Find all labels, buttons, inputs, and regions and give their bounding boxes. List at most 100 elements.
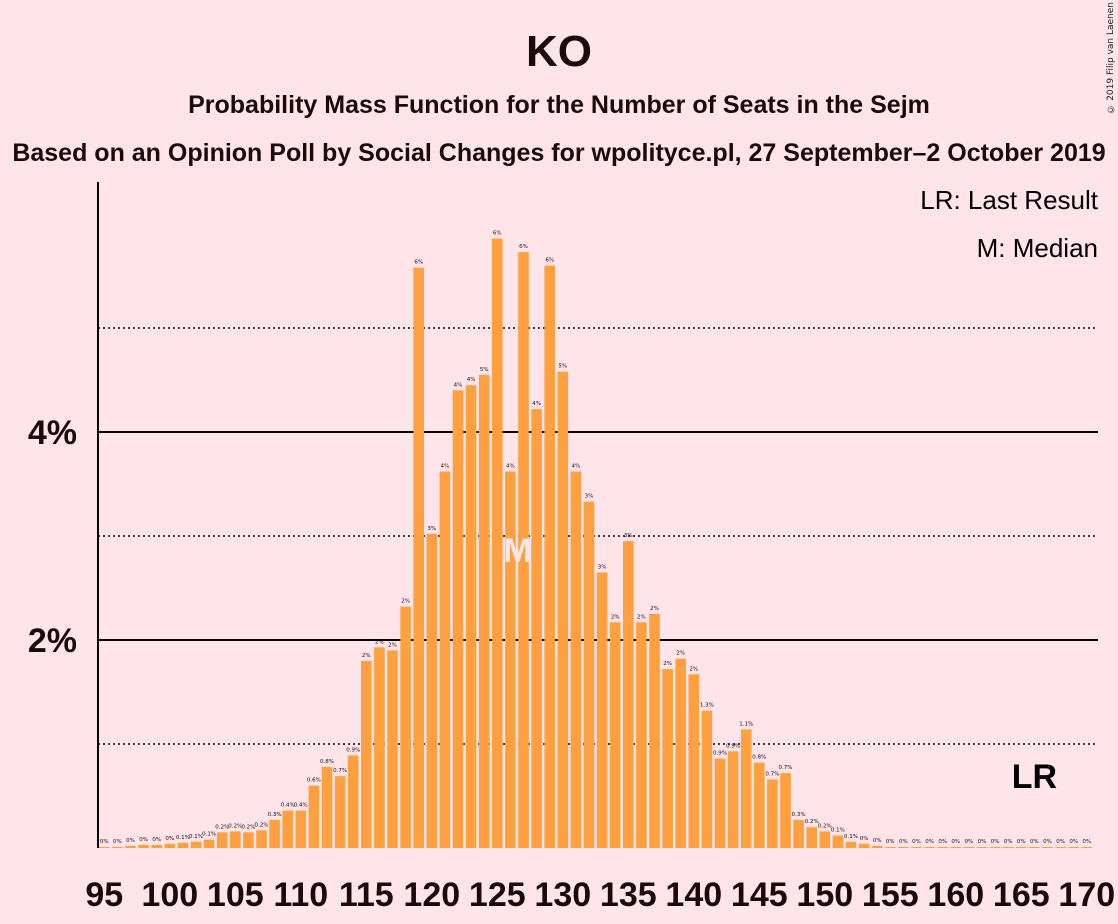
bar-seat-102 bbox=[190, 841, 202, 848]
bar-seat-137 bbox=[649, 614, 660, 848]
bar-label-seat-167: 0% bbox=[1043, 839, 1052, 845]
bar-seat-144 bbox=[740, 729, 752, 848]
legend-median: M: Median bbox=[977, 233, 1098, 263]
bar-seat-113 bbox=[334, 776, 346, 848]
bar-seat-153 bbox=[858, 843, 870, 848]
median-marker: M bbox=[503, 532, 531, 570]
bar-label-seat-104: 0.2% bbox=[215, 824, 229, 830]
bar-seat-110 bbox=[295, 810, 307, 848]
bar-value-labels: 0% 0% 0% 0% 0% 0% 0.1% 0.1% 0.1%0.2% 0.2% 0.2% 0.2%… bbox=[100, 231, 1091, 845]
chart-source-line: Based on an Opinion Poll by Social Chang… bbox=[12, 139, 1105, 167]
bar-label-seat-170: 0% bbox=[1082, 839, 1091, 845]
bar-seat-96 bbox=[112, 847, 123, 848]
bar-seat-138 bbox=[662, 669, 673, 848]
bar-seat-145 bbox=[754, 762, 765, 848]
bar-label-seat-157: 0% bbox=[912, 839, 921, 845]
bar-label-seat-123: 4% bbox=[467, 377, 476, 383]
bar-seat-119 bbox=[413, 267, 424, 848]
bar-label-seat-142: 0.9% bbox=[713, 751, 727, 757]
bar-label-seat-113: 0.7% bbox=[333, 768, 347, 774]
bar-seat-152 bbox=[845, 841, 857, 848]
bar-seat-108 bbox=[269, 819, 280, 848]
x-tick-label: 130 bbox=[534, 876, 591, 914]
bar-seat-134 bbox=[609, 622, 621, 848]
x-tick-label: 125 bbox=[469, 876, 526, 914]
bar-label-seat-96: 0% bbox=[113, 839, 122, 845]
bar-seat-133 bbox=[596, 572, 608, 848]
bar-seat-156 bbox=[898, 847, 909, 848]
y-tick-label: 4% bbox=[28, 414, 77, 452]
bar-seat-123 bbox=[465, 385, 477, 848]
bar-label-seat-156: 0% bbox=[899, 839, 908, 845]
bar-label-seat-122: 4% bbox=[454, 382, 463, 388]
bar-seat-124 bbox=[478, 374, 490, 848]
bar-label-seat-130: 5% bbox=[558, 364, 567, 370]
legend-last-result: LR: Last Result bbox=[920, 185, 1099, 215]
bar-label-seat-127: 6% bbox=[519, 244, 528, 250]
bar-label-seat-105: 0.2% bbox=[228, 823, 242, 829]
bar-seat-143 bbox=[727, 751, 739, 848]
bar-label-seat-136: 2% bbox=[637, 614, 646, 620]
bar-label-seat-102: 0.1% bbox=[189, 834, 203, 840]
bar-seat-104 bbox=[216, 832, 228, 848]
bar-label-seat-126: 4% bbox=[506, 464, 515, 470]
bar-label-seat-138: 2% bbox=[663, 661, 672, 667]
bar-seat-148 bbox=[793, 819, 804, 848]
x-tick-label: 95 bbox=[85, 876, 123, 914]
x-tick-label: 155 bbox=[862, 876, 919, 914]
bar-label-seat-165: 0% bbox=[1017, 839, 1026, 845]
x-tick-label: 100 bbox=[141, 876, 198, 914]
bar-seat-136 bbox=[636, 622, 647, 848]
bar-label-seat-119: 6% bbox=[414, 260, 423, 266]
bar-seat-127 bbox=[518, 252, 529, 849]
bar-seat-147 bbox=[780, 773, 791, 848]
bar-label-seat-106: 0.2% bbox=[241, 824, 255, 830]
bar-label-seat-125: 6% bbox=[493, 231, 502, 237]
bar-label-seat-99: 0% bbox=[152, 837, 161, 843]
bar-seat-122 bbox=[452, 390, 464, 848]
bar-seat-169 bbox=[1068, 847, 1079, 848]
bar-label-seat-110: 0.4% bbox=[294, 803, 308, 809]
x-tick-label: 145 bbox=[731, 876, 788, 914]
bars bbox=[99, 238, 1093, 849]
x-tick-labels: 95 100 105 110 115 120 125 130 135 140 145 150 155 16… bbox=[85, 876, 1115, 914]
bar-label-seat-115: 2% bbox=[362, 653, 371, 659]
bar-label-seat-121: 4% bbox=[441, 464, 450, 470]
bar-seat-112 bbox=[321, 766, 333, 848]
last-result-marker: LR bbox=[1012, 758, 1057, 796]
bar-label-seat-145: 0.8% bbox=[752, 755, 766, 761]
x-tick-label: 105 bbox=[207, 876, 264, 914]
bar-label-seat-160: 0% bbox=[951, 839, 960, 845]
bar-label-seat-112: 0.8% bbox=[320, 759, 334, 765]
bar-seat-139 bbox=[675, 658, 686, 848]
bar-seat-157 bbox=[911, 847, 922, 848]
bar-seat-105 bbox=[230, 831, 241, 848]
copyright-note: © 2019 Filip van Laenen bbox=[1106, 2, 1116, 114]
bar-seat-155 bbox=[885, 847, 896, 848]
bar-seat-95 bbox=[99, 847, 110, 848]
bar-seat-114 bbox=[347, 755, 359, 848]
bar-label-seat-135: 3% bbox=[624, 533, 633, 539]
bar-label-seat-151: 0.1% bbox=[831, 828, 845, 834]
bar-label-seat-100: 0% bbox=[165, 836, 174, 842]
x-tick-label: 135 bbox=[600, 876, 657, 914]
bar-seat-142 bbox=[714, 758, 726, 848]
bar-label-seat-141: 1.3% bbox=[700, 703, 714, 709]
bar-label-seat-95: 0% bbox=[100, 839, 109, 845]
bar-label-seat-107: 0.2% bbox=[255, 822, 269, 828]
x-tick-label: 115 bbox=[339, 876, 394, 914]
chart-title: KO bbox=[526, 27, 592, 76]
bar-label-seat-168: 0% bbox=[1056, 839, 1065, 845]
bar-label-seat-139: 2% bbox=[676, 651, 685, 657]
bar-label-seat-143: 0.9% bbox=[726, 743, 740, 749]
bar-seat-106 bbox=[243, 832, 254, 848]
bar-label-seat-140: 2% bbox=[689, 666, 698, 672]
bar-seat-100 bbox=[164, 843, 176, 848]
bar-label-seat-163: 0% bbox=[991, 839, 1000, 845]
bar-label-seat-134: 2% bbox=[611, 614, 620, 620]
bar-label-seat-97: 0% bbox=[126, 838, 135, 844]
bar-seat-98 bbox=[138, 844, 149, 848]
bar-seat-120 bbox=[426, 533, 438, 848]
bar-seat-132 bbox=[583, 501, 595, 848]
bar-label-seat-124: 5% bbox=[480, 367, 489, 373]
